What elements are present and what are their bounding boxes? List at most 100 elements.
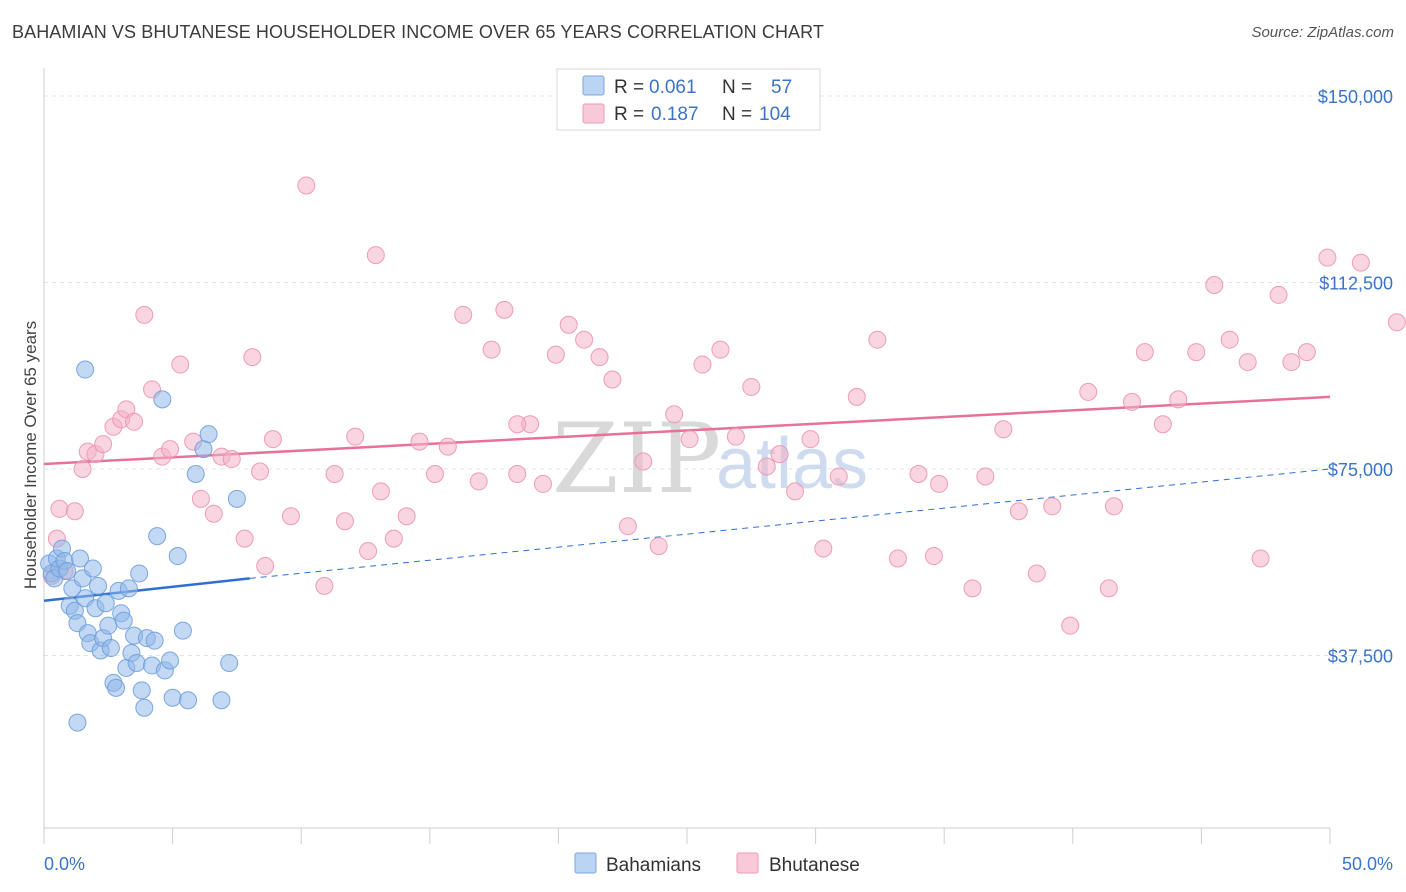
point-bhutanese: [924, 547, 943, 566]
point-bhutanese: [868, 330, 887, 349]
y-tick-label: $37,500: [1328, 647, 1393, 667]
point-bhutanese: [1099, 579, 1118, 598]
bottom-legend-swatch-bhutanese: [736, 852, 759, 874]
point-bhutanese: [575, 330, 594, 349]
point-bhutanese: [94, 435, 113, 454]
legend-r-value-bahamians: 0.061: [649, 77, 697, 98]
point-bhutanese: [1135, 343, 1154, 362]
point-bhutanese: [693, 355, 712, 374]
point-bhutanese: [976, 467, 995, 486]
point-bahamians: [132, 681, 151, 700]
point-bhutanese: [410, 432, 429, 451]
point-bhutanese: [786, 482, 805, 501]
point-bahamians: [179, 691, 198, 710]
point-bahamians: [148, 527, 167, 546]
point-bahamians: [114, 611, 133, 630]
point-bhutanese: [1153, 415, 1172, 434]
point-bhutanese: [1238, 353, 1257, 372]
y-tick-label: $75,000: [1328, 460, 1393, 480]
point-bhutanese: [603, 370, 622, 389]
point-bhutanese: [384, 529, 403, 548]
legend-n-value-bhutanese: 104: [759, 104, 791, 125]
trend-line-extension-bahamians: [249, 468, 1331, 579]
legend-swatch-bhutanese: [582, 103, 605, 124]
y-tick-label: $112,500: [1319, 274, 1393, 294]
point-bhutanese: [665, 405, 684, 424]
point-bhutanese: [508, 464, 527, 483]
x-tick-label: 50.0%: [1342, 854, 1393, 874]
point-bhutanese: [346, 427, 365, 446]
legend-r-value-bhutanese: 0.187: [651, 104, 699, 125]
point-bhutanese: [1104, 497, 1123, 516]
point-bhutanese: [315, 576, 334, 595]
legend-r-label-bahamians: R =: [614, 77, 644, 98]
y-tick-label: $150,000: [1318, 87, 1393, 107]
point-bhutanese: [909, 464, 928, 483]
point-bhutanese: [680, 430, 699, 449]
point-bhutanese: [1220, 330, 1239, 349]
point-bhutanese: [425, 464, 444, 483]
chart-title: BAHAMIAN VS BHUTANESE HOUSEHOLDER INCOME…: [12, 22, 825, 42]
point-bhutanese: [634, 452, 653, 471]
point-bhutanese: [1282, 353, 1301, 372]
point-bhutanese: [888, 549, 907, 568]
point-bhutanese: [963, 579, 982, 598]
point-bhutanese: [65, 502, 84, 521]
point-bhutanese: [222, 450, 241, 469]
point-bhutanese: [235, 529, 254, 548]
point-bahamians: [89, 576, 108, 595]
bottom-legend-label-bhutanese: Bhutanese: [769, 855, 860, 876]
point-bhutanese: [171, 355, 190, 374]
point-bhutanese: [533, 474, 552, 493]
point-bhutanese: [135, 305, 154, 324]
point-bhutanese: [161, 440, 180, 459]
point-bhutanese: [495, 300, 514, 319]
point-bhutanese: [1351, 253, 1370, 272]
legend-swatch-bahamians: [582, 75, 605, 96]
point-bahamians: [227, 489, 246, 508]
legend-r-label-bhutanese: R =: [614, 104, 644, 125]
point-bahamians: [130, 564, 149, 583]
point-bhutanese: [125, 412, 144, 431]
point-bahamians: [163, 688, 182, 707]
source-credit: Source: ZipAtlas.com: [1251, 24, 1394, 41]
point-bhutanese: [281, 507, 300, 526]
point-bhutanese: [454, 305, 473, 324]
trend-line-bhutanese: [43, 395, 1331, 466]
point-bhutanese: [930, 474, 949, 493]
point-bhutanese: [1043, 497, 1062, 516]
point-bhutanese: [397, 507, 416, 526]
point-bahamians: [173, 621, 192, 640]
point-bhutanese: [359, 542, 378, 561]
point-bhutanese: [50, 499, 69, 518]
point-bhutanese: [251, 462, 270, 481]
legend: R = 0.061 N = 57 R = 0.187 N = 104: [556, 68, 821, 131]
point-bahamians: [68, 713, 87, 732]
gridlines: [44, 95, 1393, 656]
point-bhutanese: [1269, 285, 1288, 304]
point-bhutanese: [559, 315, 578, 334]
point-bhutanese: [847, 387, 866, 406]
point-bahamians: [119, 579, 138, 598]
point-bahamians: [220, 653, 239, 672]
point-bahamians: [99, 616, 118, 635]
point-bhutanese: [508, 415, 527, 434]
point-bhutanese: [1079, 382, 1098, 401]
point-bahamians: [96, 594, 115, 613]
point-bahamians: [145, 631, 164, 650]
point-bhutanese: [1061, 616, 1080, 635]
point-bahamians: [58, 561, 77, 580]
point-bhutanese: [1205, 275, 1224, 294]
point-bhutanese: [325, 464, 344, 483]
point-bhutanese: [1169, 390, 1188, 409]
point-bhutanese: [204, 504, 223, 523]
point-bhutanese: [366, 246, 385, 265]
point-bhutanese: [73, 460, 92, 478]
bottom-legend-swatch-bahamians: [574, 852, 597, 874]
point-bahamians: [153, 390, 172, 409]
point-bahamians: [107, 678, 126, 697]
point-bahamians: [76, 360, 95, 379]
point-bhutanese: [649, 537, 668, 556]
point-bhutanese: [1387, 313, 1406, 332]
